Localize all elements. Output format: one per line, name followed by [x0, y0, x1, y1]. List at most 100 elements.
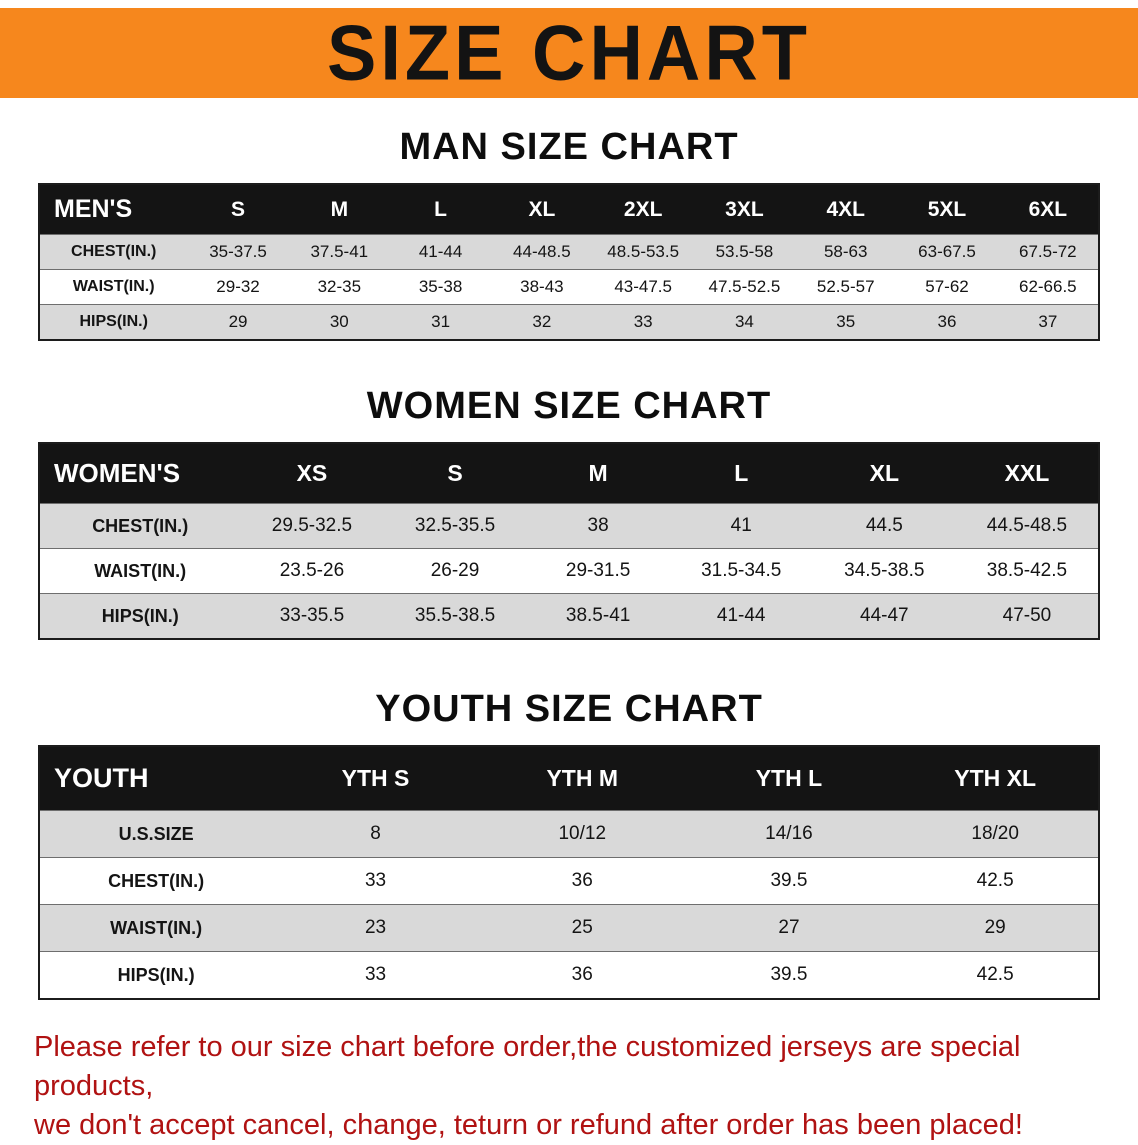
value-cell: 36	[478, 857, 686, 905]
youth-size-table: YOUTH YTH S YTH M YTH L YTH XL U.S.SIZE 8 10/12…	[38, 745, 1100, 1000]
value-cell: 30	[288, 304, 390, 341]
women-section: WOMEN SIZE CHART WOMEN'S XS S M L XL XXL CHEST(…	[0, 385, 1138, 640]
size-column-header: YTH L	[685, 746, 893, 811]
size-column-header: L	[389, 184, 492, 235]
men-section-heading: MAN SIZE CHART	[399, 126, 739, 168]
value-cell: 29-31.5	[526, 548, 670, 594]
size-column-header: YTH M	[478, 746, 686, 811]
value-cell: 47.5-52.5	[693, 269, 796, 305]
value-cell: 35.5-38.5	[383, 593, 527, 640]
value-cell: 14/16	[685, 810, 893, 858]
disclaimer-line-1: Please refer to our size chart before or…	[34, 1031, 1021, 1103]
table-title-cell: YOUTH	[39, 746, 273, 811]
value-cell: 39.5	[685, 857, 893, 905]
value-cell: 34	[693, 304, 796, 341]
youth-section-heading: YOUTH SIZE CHART	[375, 688, 763, 730]
value-cell: 44.5	[812, 503, 956, 549]
value-cell: 32-35	[288, 269, 390, 305]
size-column-header: YTH XL	[892, 746, 1099, 811]
table-header-row: WOMEN'S XS S M L XL XXL	[39, 443, 1099, 504]
size-column-header: 2XL	[592, 184, 694, 235]
size-column-header: L	[669, 443, 813, 504]
value-cell: 29	[187, 304, 289, 341]
value-cell: 10/12	[478, 810, 686, 858]
banner-title: SIZE CHART	[327, 8, 811, 97]
value-cell: 48.5-53.5	[592, 234, 694, 270]
table-row: CHEST(IN.) 35-37.5 37.5-41 41-44 44-48.5 48.5…	[39, 234, 1099, 270]
table-row: HIPS(IN.) 33-35.5 35.5-38.5 38.5-41 41-44 44-…	[39, 593, 1099, 640]
size-column-header: 6XL	[997, 184, 1099, 235]
value-cell: 44-47	[812, 593, 956, 640]
value-cell: 32.5-35.5	[383, 503, 527, 549]
value-cell: 26-29	[383, 548, 527, 594]
value-cell: 57-62	[896, 269, 998, 305]
row-label-cell: WAIST(IN.)	[39, 548, 241, 594]
table-row: CHEST(IN.) 33 36 39.5 42.5	[39, 857, 1099, 905]
row-label-cell: WAIST(IN.)	[39, 269, 188, 305]
value-cell: 52.5-57	[795, 269, 897, 305]
value-cell: 33	[272, 857, 479, 905]
value-cell: 62-66.5	[997, 269, 1099, 305]
value-cell: 41	[669, 503, 813, 549]
value-cell: 41-44	[669, 593, 813, 640]
table-title-cell: MEN'S	[39, 184, 188, 235]
value-cell: 42.5	[892, 857, 1099, 905]
row-label-cell: WAIST(IN.)	[39, 904, 273, 952]
value-cell: 36	[896, 304, 998, 341]
row-label-cell: CHEST(IN.)	[39, 503, 241, 549]
women-size-table: WOMEN'S XS S M L XL XXL CHEST(IN.) 29.5-32.5 32.5…	[38, 442, 1100, 640]
men-section: MAN SIZE CHART MEN'S S M L XL 2XL 3XL 4XL 5XL 6XL…	[0, 126, 1138, 341]
value-cell: 33	[592, 304, 694, 341]
table-row: WAIST(IN.) 29-32 32-35 35-38 38-43 43-47.5 47.…	[39, 269, 1099, 305]
value-cell: 38.5-41	[526, 593, 670, 640]
size-column-header: YTH S	[272, 746, 479, 811]
value-cell: 31.5-34.5	[669, 548, 813, 594]
table-row: WAIST(IN.) 23 25 27 29	[39, 904, 1099, 952]
value-cell: 58-63	[795, 234, 897, 270]
value-cell: 38	[526, 503, 670, 549]
value-cell: 47-50	[955, 593, 1099, 640]
table-row: HIPS(IN.) 29 30 31 32 33 34 35 36 37	[39, 304, 1099, 341]
size-column-header: M	[288, 184, 390, 235]
value-cell: 41-44	[389, 234, 492, 270]
size-column-header: XS	[240, 443, 384, 504]
size-column-header: 5XL	[896, 184, 998, 235]
value-cell: 53.5-58	[693, 234, 796, 270]
table-row: CHEST(IN.) 29.5-32.5 32.5-35.5 38 41 44.5 44.5…	[39, 503, 1099, 549]
size-column-header: XXL	[955, 443, 1099, 504]
value-cell: 18/20	[892, 810, 1099, 858]
size-column-header: XL	[812, 443, 956, 504]
row-label-cell: HIPS(IN.)	[39, 951, 273, 1000]
size-column-header: S	[187, 184, 289, 235]
table-header-row: MEN'S S M L XL 2XL 3XL 4XL 5XL 6XL	[39, 184, 1099, 235]
table-row: WAIST(IN.) 23.5-26 26-29 29-31.5 31.5-34.5 34…	[39, 548, 1099, 594]
table-title-cell: WOMEN'S	[39, 443, 241, 504]
size-column-header: S	[383, 443, 527, 504]
value-cell: 36	[478, 951, 686, 1000]
size-chart-banner: SIZE CHART	[0, 8, 1138, 98]
row-label-cell: HIPS(IN.)	[39, 593, 241, 640]
value-cell: 44-48.5	[491, 234, 593, 270]
value-cell: 38.5-42.5	[955, 548, 1099, 594]
value-cell: 32	[491, 304, 593, 341]
value-cell: 44.5-48.5	[955, 503, 1099, 549]
row-label-cell: CHEST(IN.)	[39, 857, 273, 905]
row-label-cell: U.S.SIZE	[39, 810, 273, 858]
size-column-header: M	[526, 443, 670, 504]
value-cell: 29	[892, 904, 1099, 952]
value-cell: 42.5	[892, 951, 1099, 1000]
value-cell: 34.5-38.5	[812, 548, 956, 594]
value-cell: 67.5-72	[997, 234, 1099, 270]
table-header-row: YOUTH YTH S YTH M YTH L YTH XL	[39, 746, 1099, 811]
value-cell: 33	[272, 951, 479, 1000]
value-cell: 39.5	[685, 951, 893, 1000]
value-cell: 38-43	[491, 269, 593, 305]
youth-section: YOUTH SIZE CHART YOUTH YTH S YTH M YTH L YTH…	[0, 688, 1138, 1000]
value-cell: 31	[389, 304, 492, 341]
value-cell: 27	[685, 904, 893, 952]
value-cell: 29.5-32.5	[240, 503, 384, 549]
row-label-cell: HIPS(IN.)	[39, 304, 188, 341]
disclaimer-note: Please refer to our size chart before or…	[34, 1028, 1104, 1145]
value-cell: 23	[272, 904, 479, 952]
